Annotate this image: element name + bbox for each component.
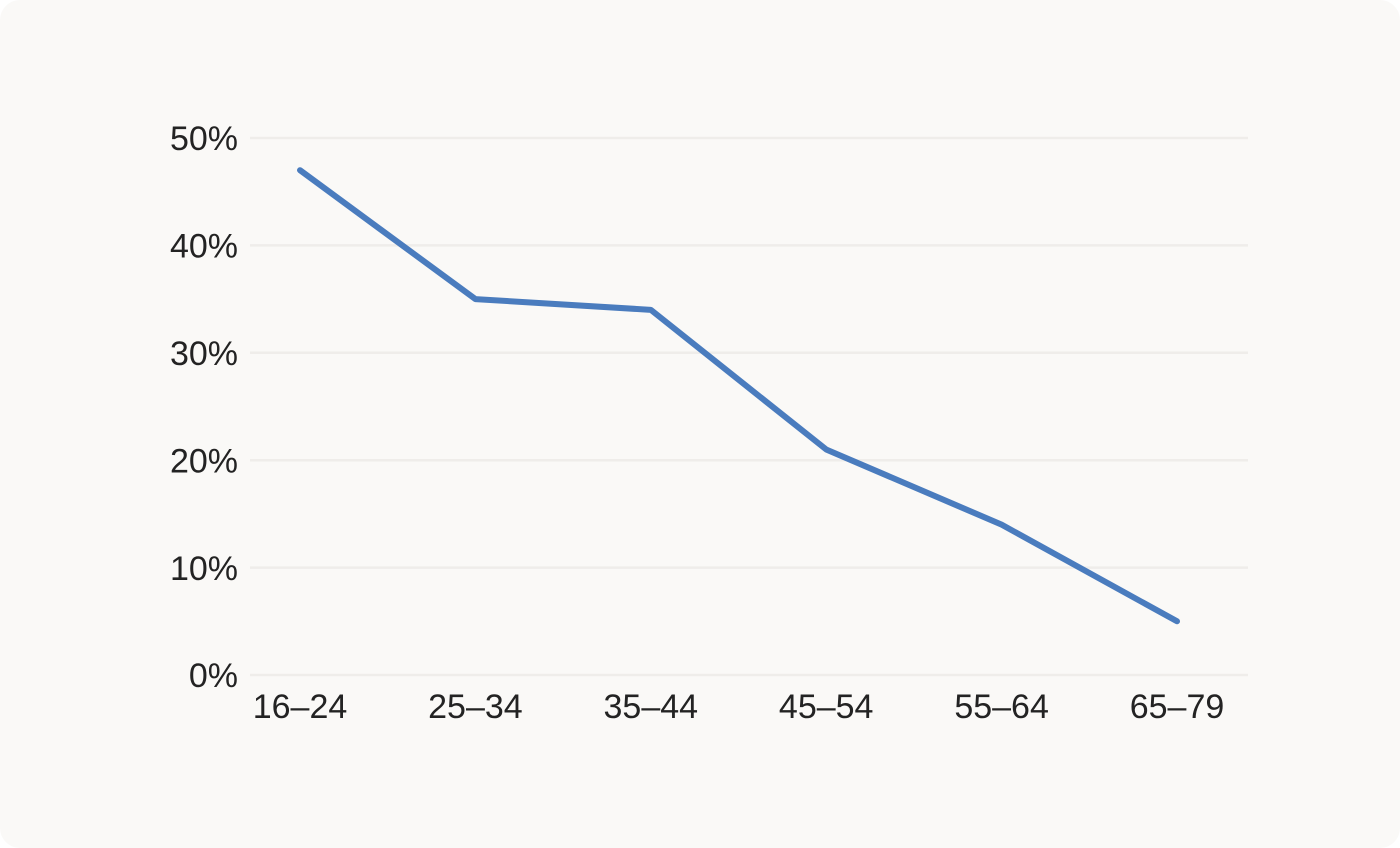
- x-axis-label: 45–54: [779, 688, 874, 726]
- y-tick-label: 20%: [170, 442, 238, 480]
- x-axis-label: 16–24: [253, 688, 348, 726]
- data-series-line: [297, 167, 1180, 625]
- y-tick-label: 10%: [170, 550, 238, 588]
- x-axis-label: 35–44: [604, 688, 699, 726]
- x-axis-label: 55–64: [954, 688, 1049, 726]
- y-tick-label: 0%: [189, 657, 238, 695]
- y-tick-label: 40%: [170, 228, 238, 266]
- x-axis-label: 25–34: [428, 688, 523, 726]
- y-tick-label: 30%: [170, 335, 238, 373]
- y-tick-label: 50%: [170, 120, 238, 158]
- x-axis-label: 65–79: [1130, 688, 1225, 726]
